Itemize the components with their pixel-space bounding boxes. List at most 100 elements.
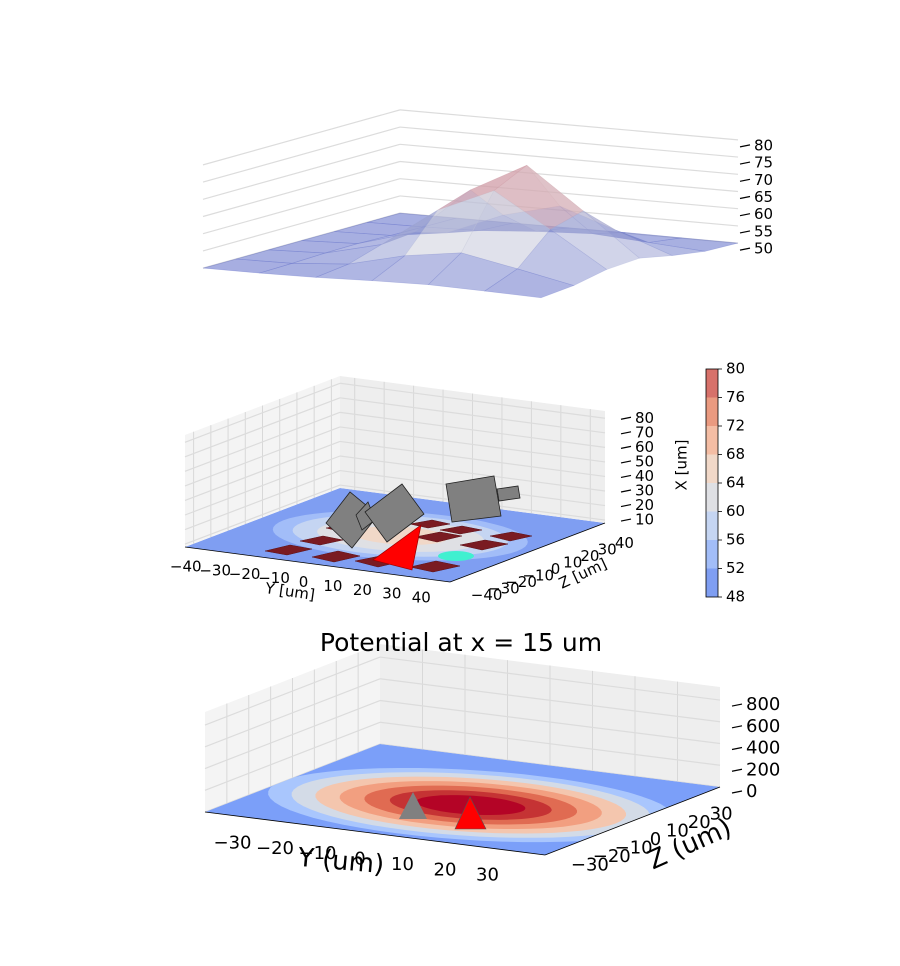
z-tick-label: 50	[635, 452, 654, 470]
electrode	[299, 535, 344, 546]
z-tick-label: 30	[635, 482, 654, 500]
grid-line	[339, 382, 606, 419]
z-tick	[620, 445, 632, 449]
grid-line	[399, 143, 739, 175]
grid-line	[379, 699, 721, 745]
y-tick-label: 0	[551, 560, 561, 578]
z-tick-label: 55	[754, 222, 773, 240]
grid-line	[184, 455, 341, 516]
colorbar-band	[706, 369, 718, 398]
electrode	[409, 560, 461, 573]
grid-line	[339, 397, 606, 434]
chart-title: Potential at x = 15 um	[320, 628, 602, 657]
colorbar-tick-label: 72	[726, 417, 745, 435]
x-tick-label: −40	[170, 557, 202, 575]
colorbar-tick-label: 52	[726, 559, 745, 577]
grid-line	[184, 382, 341, 443]
colorbar-tick-label: 64	[726, 474, 745, 492]
gray-marker	[399, 792, 427, 819]
axis-line	[544, 786, 721, 856]
gray-box	[445, 475, 502, 523]
surface-patch	[483, 268, 575, 299]
grid-line	[399, 126, 739, 158]
contour-region	[352, 526, 448, 545]
z-tick	[739, 230, 751, 234]
x-tick-label: −30	[214, 832, 252, 853]
grid-line	[202, 126, 401, 183]
scene-objects	[264, 475, 533, 830]
z-tick-label: 10	[635, 511, 654, 529]
z-tick	[620, 431, 632, 435]
z-tick	[731, 725, 743, 729]
x-tick-label: 0	[299, 573, 309, 591]
electrode	[311, 550, 361, 563]
z-tick-label: 200	[746, 759, 780, 780]
z-tick-label: 0	[746, 781, 757, 802]
colorbar-tick-label: 48	[726, 588, 745, 606]
colorbar-tick-label: 56	[726, 531, 745, 549]
z-tick	[739, 178, 751, 182]
z-tick	[620, 460, 632, 464]
grid-line	[184, 426, 341, 487]
z-tick	[739, 195, 751, 200]
colorbar-tick-label: 76	[726, 388, 745, 406]
grid-line	[184, 484, 341, 545]
z-tick	[739, 144, 751, 148]
z-tick	[620, 416, 632, 420]
grid-line	[379, 656, 721, 701]
electrode	[264, 544, 313, 556]
y-tick-label: 10	[563, 553, 582, 571]
z-tick-label: 70	[635, 423, 654, 441]
y-tick-label: 10	[666, 821, 689, 842]
x-tick-label: −10	[258, 569, 290, 587]
axis-line	[184, 546, 451, 583]
surface-patch	[549, 210, 641, 270]
grid-line	[202, 195, 401, 252]
x-tick-label: 20	[434, 859, 457, 880]
axis-line	[204, 811, 546, 856]
y-tick-label: −40	[471, 586, 503, 604]
surface-patch	[516, 228, 608, 286]
electrode	[439, 525, 483, 535]
z-tick-label: 75	[754, 154, 773, 172]
gray-box	[364, 483, 425, 543]
z-tick-label: 80	[754, 136, 773, 154]
grid-line	[339, 455, 606, 492]
grid-line	[339, 440, 606, 478]
z-tick	[739, 213, 751, 217]
y-tick-label: −30	[571, 855, 609, 876]
colorbar-band	[706, 397, 718, 426]
z-tick-label: 70	[754, 171, 773, 189]
grid-line	[202, 178, 401, 235]
marker	[438, 551, 474, 561]
grid-line	[184, 440, 341, 502]
z-tick-label: 40	[635, 467, 654, 485]
grid-line	[184, 397, 341, 458]
grid-line	[399, 160, 739, 193]
grid-line	[204, 678, 381, 748]
y-tick-label: −20	[593, 846, 631, 867]
y-tick-label: 0	[650, 829, 661, 850]
grid-line	[339, 411, 606, 448]
z-tick	[739, 161, 751, 165]
grid-line	[202, 109, 401, 166]
electrode	[414, 531, 463, 543]
x-tick-label: 30	[382, 585, 401, 603]
x-tick-label: 40	[412, 589, 431, 607]
red-marker	[372, 524, 422, 571]
z-tick-label: 65	[754, 188, 773, 206]
z-tick	[731, 790, 743, 794]
z-tick-label: 800	[746, 694, 780, 715]
y-tick-label: 30	[598, 540, 617, 558]
y-tick-label: 30	[710, 804, 733, 825]
colorbar-tick-label: 68	[726, 445, 745, 463]
colorbar-label: X [um]	[673, 440, 691, 491]
x-tick-label: −30	[199, 561, 231, 579]
y-tick-label: 20	[688, 812, 711, 833]
surface-patch	[648, 237, 739, 252]
y-tick-label: −10	[615, 838, 653, 859]
z-tick	[620, 518, 632, 522]
colorbar-band	[706, 540, 718, 569]
